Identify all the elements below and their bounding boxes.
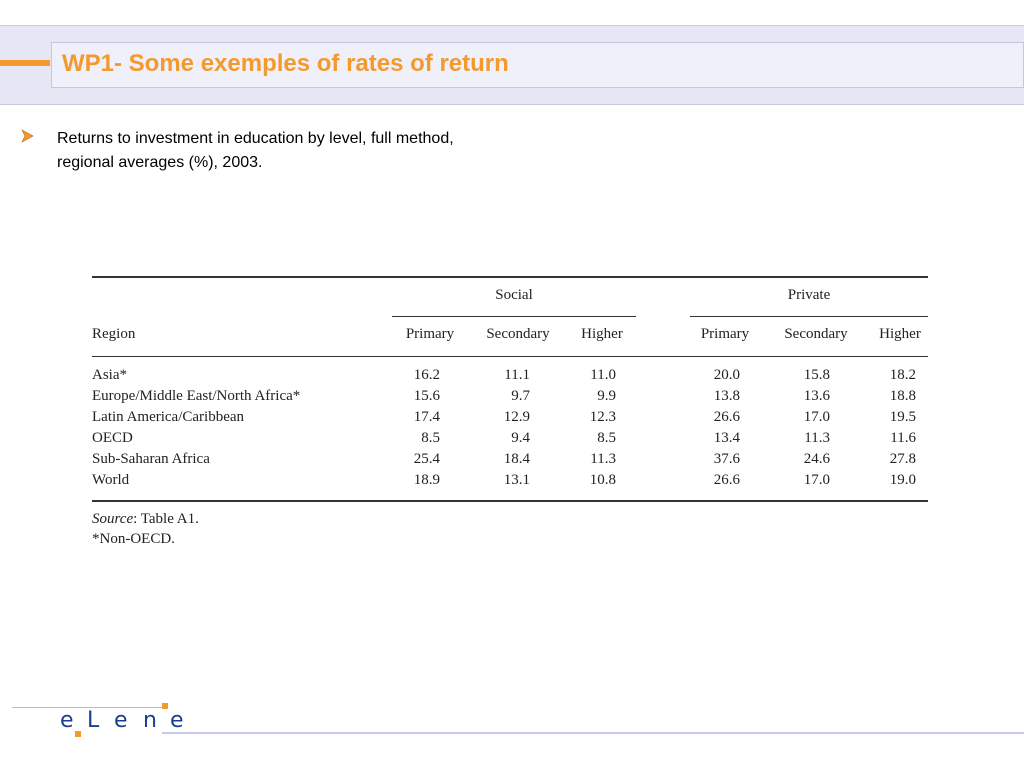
source-note: Source: Table A1. [92,511,199,528]
table-cell: 13.4 [713,430,740,446]
header-bottom-rule [92,356,928,357]
table-cell: 9.7 [511,388,530,404]
table-cell: 16.2 [413,367,440,383]
table-cell: 15.8 [803,367,830,383]
region-header: Region [92,326,136,342]
table-cell: 12.9 [503,409,530,425]
logo-letter: L [87,708,100,733]
table-cell: 13.6 [803,388,830,404]
elene-logo: e L e n e [60,700,190,740]
table-cell: 18.9 [413,472,440,488]
social-secondary-header: Secondary [486,326,550,342]
table-cell: 10.8 [589,472,616,488]
logo-letter: e [114,708,128,733]
table-cell: 12.3 [589,409,616,425]
table-cell: 26.6 [713,472,740,488]
table-cell: 17.0 [803,472,830,488]
table-cell: 13.8 [713,388,740,404]
footer-divider-right [162,732,1024,734]
table-cell: 9.9 [597,388,616,404]
table-row-region: OECD [92,430,133,446]
table-cell: 17.4 [413,409,440,425]
logo-letter: n [143,708,157,733]
table-cell: 9.4 [511,430,530,446]
table-cell: 8.5 [597,430,616,446]
table-cell: 26.6 [713,409,740,425]
table-cell: 25.4 [413,451,440,467]
table-cell: 19.0 [889,472,916,488]
table-cell: 18.4 [503,451,530,467]
social-group-rule [392,316,636,317]
table-cell: 8.5 [421,430,440,446]
source-text: : Table A1. [133,511,199,527]
table-cell: 11.0 [590,367,616,383]
private-secondary-header: Secondary [784,326,848,342]
table-cell: 18.8 [889,388,916,404]
table-row-region: Europe/Middle East/North Africa* [92,388,301,404]
table-cell: 27.8 [889,451,916,467]
table-cell: 18.2 [889,367,916,383]
table-row-region: Asia* [92,367,127,383]
logo-letter: e [170,708,184,733]
logo-letter: e [60,708,74,733]
arrow-bullet-icon [21,129,34,143]
table-row-region: World [92,472,130,488]
private-group-rule [690,316,928,317]
table-cell: 13.1 [503,472,530,488]
table-top-rule [92,276,928,278]
logo-dot-bottom [75,731,81,737]
table-row-region: Sub-Saharan Africa [92,451,210,467]
table-cell: 19.5 [889,409,916,425]
private-group-header: Private [787,287,831,303]
social-primary-header: Primary [405,326,455,342]
table-cell: 37.6 [713,451,740,467]
slide-title: WP1- Some exemples of rates of return [62,50,509,77]
social-higher-header: Higher [581,326,623,342]
table-row-region: Latin America/Caribbean [92,409,245,425]
source-label: Source [92,511,134,527]
private-primary-header: Primary [700,326,750,342]
footer-divider-left [12,707,162,708]
table-cell: 11.6 [890,430,916,446]
table-cell: 17.0 [803,409,830,425]
title-accent-bar [0,60,50,66]
footnote: *Non-OECD. [92,531,175,547]
private-higher-header: Higher [879,326,921,342]
table-cell: 11.1 [504,367,530,383]
logo-dot-top [162,703,168,709]
table-cell: 11.3 [590,451,616,467]
table-cell: 24.6 [803,451,830,467]
table-cell: 15.6 [413,388,440,404]
table-bottom-rule [92,500,928,502]
social-group-header: Social [495,287,533,303]
table-cell: 11.3 [804,430,830,446]
table-cell: 20.0 [713,367,740,383]
title-box [51,42,1024,88]
bullet-text: Returns to investment in education by le… [57,130,454,171]
